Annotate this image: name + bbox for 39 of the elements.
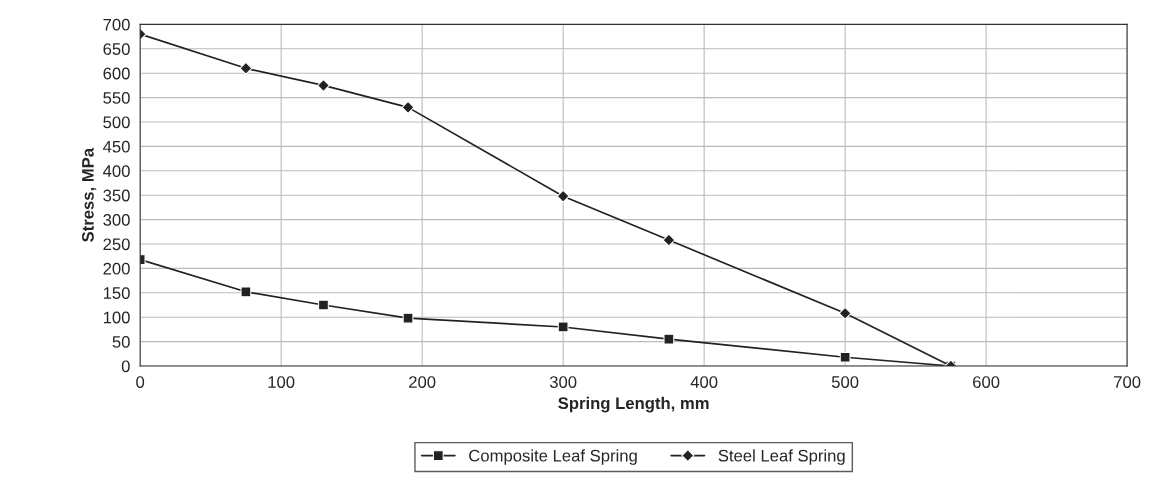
point <box>240 286 252 298</box>
point <box>556 189 570 203</box>
x-tick-label: 200 <box>409 376 436 388</box>
y-tick-label: 150 <box>103 287 130 299</box>
y-tick-label: 500 <box>103 116 130 129</box>
y-tick-label: 100 <box>103 311 130 324</box>
y-tick-label: 450 <box>103 140 130 153</box>
y-tick-label: 300 <box>103 214 130 226</box>
point <box>239 61 253 75</box>
x-tick-label: 700 <box>1114 376 1141 388</box>
x-tick-label: 600 <box>973 376 1000 388</box>
y-axis-title: Stress, MPa <box>81 147 97 242</box>
y-tick-label: 550 <box>103 92 130 104</box>
x-axis-title: Spring Length, mm <box>558 396 709 413</box>
point <box>402 312 414 324</box>
point <box>318 299 329 311</box>
x-tick-label: 0 <box>136 376 145 388</box>
x-tick-label: 400 <box>690 376 718 388</box>
point <box>401 100 415 114</box>
x-tick-label: 300 <box>549 376 577 388</box>
point <box>839 351 851 363</box>
y-tick-label: 50 <box>112 336 130 348</box>
y-tick-label: 650 <box>103 43 130 55</box>
y-tick-label: 200 <box>103 262 130 275</box>
legend-label: Composite Leaf Spring <box>469 449 637 465</box>
y-tick-label: 600 <box>103 67 130 80</box>
y-tick-label: 250 <box>103 238 130 251</box>
point <box>662 233 676 247</box>
x-tick-label: 100 <box>268 376 295 388</box>
legend-label: Steel Leaf Spring <box>718 449 845 465</box>
y-tick-label: 0 <box>121 360 130 373</box>
y-tick-label: 400 <box>103 165 130 177</box>
point <box>838 306 852 320</box>
point <box>557 321 569 333</box>
y-tick-label: 350 <box>103 189 130 202</box>
point <box>663 333 675 345</box>
y-tick-label: 700 <box>103 18 130 31</box>
point <box>317 78 330 92</box>
x-tick-label: 500 <box>831 376 859 388</box>
